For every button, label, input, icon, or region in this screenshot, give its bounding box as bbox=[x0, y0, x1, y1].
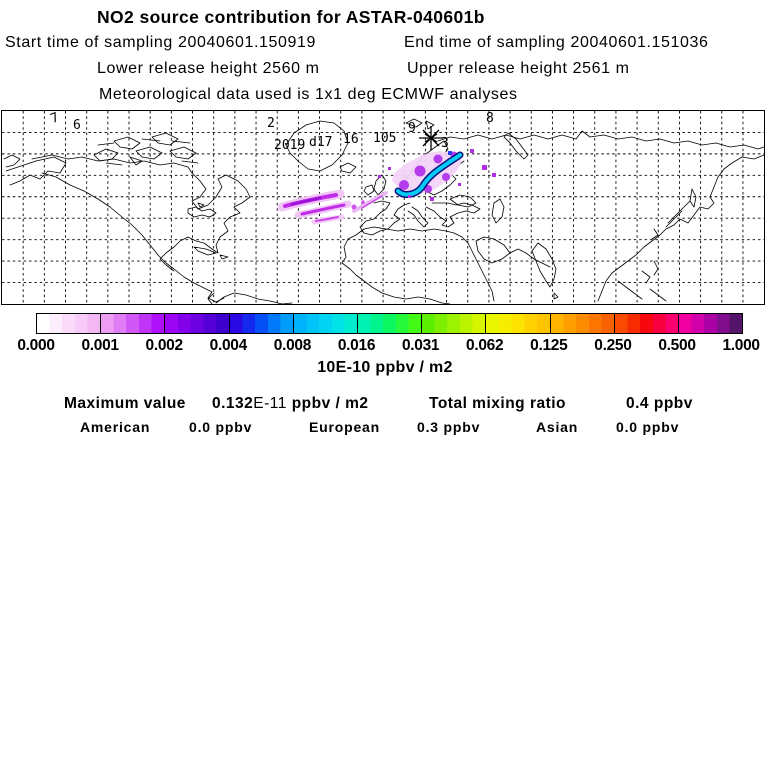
maximum-value-text: 0.132E-11 ppbv / m2 bbox=[212, 395, 369, 413]
colorbar-segment bbox=[677, 314, 743, 333]
european-value: 0.3 ppbv bbox=[417, 419, 481, 435]
colorbar-tick-label: 0.062 bbox=[466, 337, 504, 354]
world-map-panel: 7 6 2 2019 d17 16 105 9 3 8 bbox=[1, 110, 765, 305]
plume-dots bbox=[378, 149, 496, 201]
european-label: European bbox=[309, 419, 380, 435]
colorbar-units-label: 10E-10 ppbv / m2 bbox=[317, 359, 453, 376]
coastlines bbox=[3, 118, 764, 304]
european-plume bbox=[378, 149, 496, 201]
colorbar-tick-label: 0.125 bbox=[530, 337, 568, 354]
colorbar-segment bbox=[485, 314, 550, 333]
total-mixing-ratio-label: Total mixing ratio bbox=[429, 395, 567, 412]
map-label: 2 bbox=[267, 116, 275, 131]
max-value-number: 0.132 bbox=[212, 395, 254, 412]
end-time-text: End time of sampling 20040601.151036 bbox=[404, 34, 709, 51]
colorbar-tick-label: 0.002 bbox=[145, 337, 184, 354]
colorbar-tick-label: 0.016 bbox=[337, 337, 376, 354]
asian-value: 0.0 ppbv bbox=[616, 419, 680, 435]
map-label: 3 bbox=[441, 136, 449, 151]
colorbar-tick-label: 0.031 bbox=[401, 337, 440, 354]
american-value: 0.0 ppbv bbox=[189, 419, 253, 435]
map-label: d17 bbox=[309, 135, 333, 150]
map-label: 6 bbox=[73, 118, 81, 133]
colorbar-segment bbox=[228, 314, 293, 333]
colorbar-segment bbox=[421, 314, 486, 333]
colorbar-tick-label: 0.500 bbox=[658, 337, 696, 354]
colorbar-tick-label: 0.001 bbox=[81, 337, 119, 354]
start-time-text: Start time of sampling 20040601.150919 bbox=[5, 34, 316, 51]
colorbar-segment bbox=[549, 314, 614, 333]
maximum-value-label: Maximum value bbox=[64, 395, 186, 412]
max-value-exponent: E-11 bbox=[253, 395, 287, 412]
colorbar-segment bbox=[356, 314, 422, 333]
map-label: 8 bbox=[486, 111, 494, 126]
colorbar-segment bbox=[613, 314, 678, 333]
map-label: 16 bbox=[343, 132, 359, 147]
atlantic-plume bbox=[277, 189, 388, 225]
colorbar-segment bbox=[100, 314, 165, 333]
asian-label: Asian bbox=[536, 419, 579, 435]
map-label: 105 bbox=[373, 131, 397, 146]
map-label: 2019 bbox=[274, 138, 306, 153]
colorbar-tick-label: 0.000 bbox=[17, 337, 55, 354]
world-map-svg bbox=[2, 111, 764, 304]
max-value-units: ppbv / m2 bbox=[286, 395, 369, 412]
colorbar-segment bbox=[37, 314, 101, 333]
page-title: NO2 source contribution for ASTAR-040601… bbox=[97, 7, 485, 27]
met-data-text: Meteorological data used is 1x1 deg ECMW… bbox=[99, 86, 518, 103]
colorbar-segment bbox=[292, 314, 357, 333]
colorbar-tick-label: 0.004 bbox=[209, 337, 248, 354]
colorbar-tick-label: 0.008 bbox=[273, 337, 312, 354]
colorbar-tick-label: 1.000 bbox=[722, 337, 760, 354]
american-label: American bbox=[80, 419, 151, 435]
lower-release-text: Lower release height 2560 m bbox=[97, 60, 320, 77]
release-location-star-icon bbox=[419, 126, 443, 150]
colorbar bbox=[36, 313, 743, 334]
colorbar-segment bbox=[164, 314, 229, 333]
colorbar-tick-label: 0.250 bbox=[594, 337, 632, 354]
upper-release-text: Upper release height 2561 m bbox=[407, 60, 630, 77]
map-label: 9 bbox=[408, 121, 416, 136]
total-mixing-ratio-value: 0.4 ppbv bbox=[626, 395, 693, 412]
